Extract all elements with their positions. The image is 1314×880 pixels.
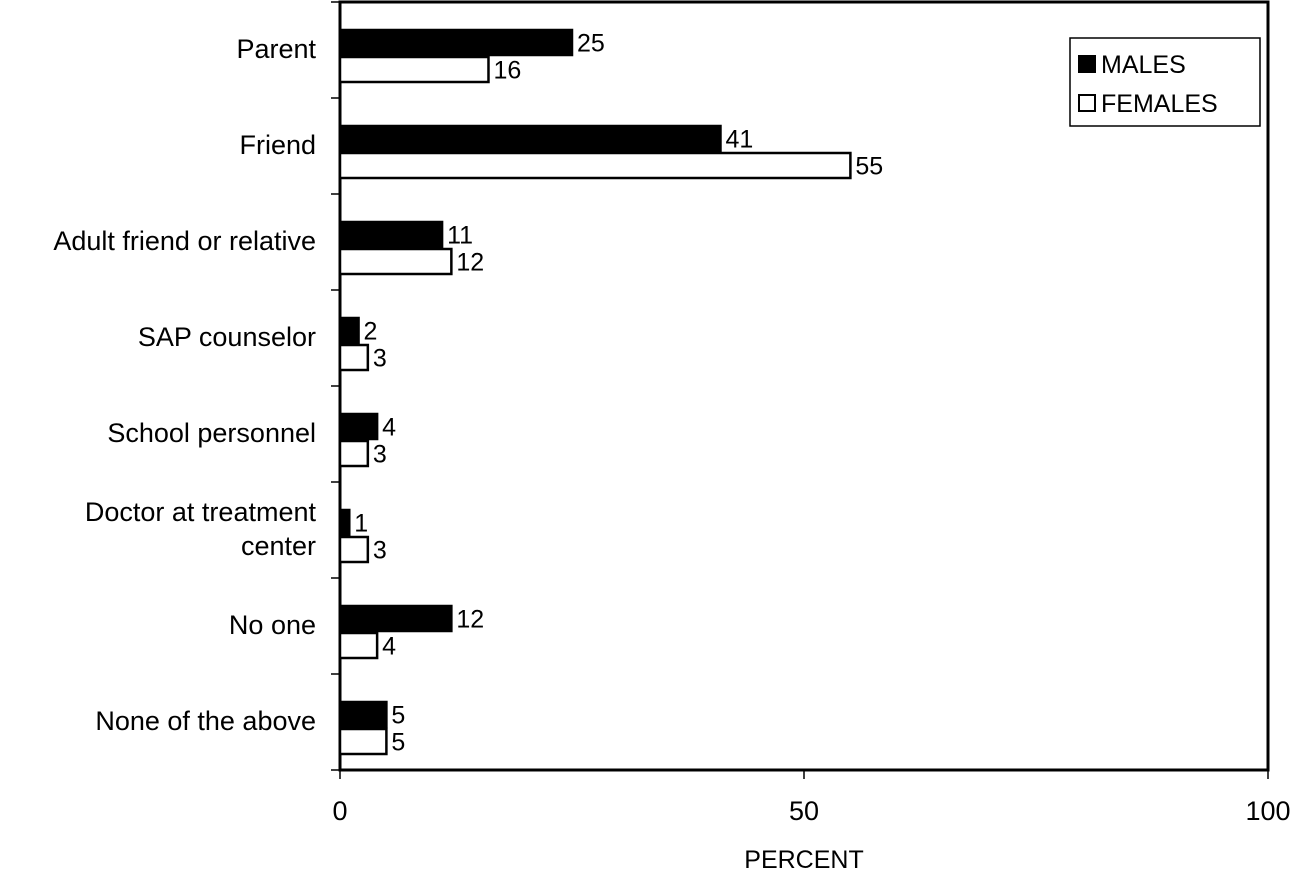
legend-label-females: FEMALES xyxy=(1101,90,1218,118)
legend-box xyxy=(1069,37,1261,127)
bar-males xyxy=(338,604,453,633)
value-label-females: 16 xyxy=(493,57,521,85)
value-label-males: 2 xyxy=(364,318,378,346)
bar-females xyxy=(338,247,453,276)
category-label: Parent xyxy=(236,34,316,64)
bar-males xyxy=(338,124,722,153)
bars-group xyxy=(338,28,852,756)
bar-males xyxy=(338,316,360,345)
bar-females xyxy=(338,55,490,84)
value-label-males: 4 xyxy=(382,414,396,442)
bar-females xyxy=(338,151,852,180)
value-label-males: 1 xyxy=(354,510,368,538)
value-label-females: 12 xyxy=(456,249,484,277)
bar-males xyxy=(338,700,388,729)
bar-females xyxy=(338,439,370,468)
category-label: School personnel xyxy=(107,418,316,448)
value-label-males: 41 xyxy=(725,126,753,154)
value-label-females: 5 xyxy=(391,729,405,757)
x-tick-label: 0 xyxy=(332,796,347,826)
legend-label-males: MALES xyxy=(1101,51,1186,79)
value-label-males: 12 xyxy=(456,606,484,634)
value-label-females: 3 xyxy=(373,537,387,565)
value-label-males: 11 xyxy=(447,222,473,250)
category-label: No one xyxy=(229,610,316,640)
value-label-females: 3 xyxy=(373,441,387,469)
y-axis: Parent Friend Adult friend or relative SAP … xyxy=(53,1,340,771)
category-label: Doctor at treatment xyxy=(85,497,317,527)
x-axis: 0 50 100 xyxy=(332,770,1291,826)
legend-swatch-males xyxy=(1078,55,1096,73)
x-tick-label: 50 xyxy=(789,796,819,826)
category-label: center xyxy=(241,531,316,561)
value-label-females: 55 xyxy=(855,153,883,181)
value-label-males: 5 xyxy=(391,702,405,730)
bar-females xyxy=(338,535,370,564)
category-label: SAP counselor xyxy=(138,322,316,352)
bar-females xyxy=(338,727,388,756)
legend: MALES FEMALES xyxy=(1069,37,1261,127)
bar-males xyxy=(338,508,351,537)
value-label-males: 25 xyxy=(577,30,605,58)
value-label-females: 4 xyxy=(382,633,396,661)
bar-males xyxy=(338,28,574,57)
category-label: Adult friend or relative xyxy=(53,226,316,256)
x-tick-label: 100 xyxy=(1245,796,1290,826)
category-label: Friend xyxy=(239,130,316,160)
bar-males xyxy=(338,220,444,249)
value-label-females: 3 xyxy=(373,345,387,373)
category-label: None of the above xyxy=(95,706,316,736)
legend-swatch-females xyxy=(1078,94,1096,112)
x-axis-title: PERCENT xyxy=(744,846,863,874)
bar-females xyxy=(338,631,379,660)
bar-females xyxy=(338,343,370,372)
bar-males xyxy=(338,412,379,441)
